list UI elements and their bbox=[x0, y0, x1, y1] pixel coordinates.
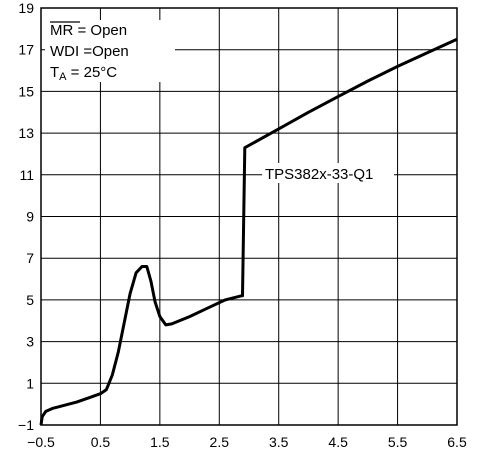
y-tick-label: 9 bbox=[26, 209, 34, 225]
y-tick-label: 15 bbox=[18, 83, 34, 99]
grid bbox=[41, 8, 457, 425]
temp-subscript: A bbox=[59, 71, 67, 83]
x-tick-label: 5.5 bbox=[388, 434, 408, 450]
condition-wdi: WDI =Open bbox=[50, 43, 129, 60]
x-tick-label: 4.5 bbox=[328, 434, 348, 450]
x-tick-label: 0.5 bbox=[91, 434, 111, 450]
y-tick-label: 1 bbox=[26, 375, 34, 391]
mr-overbar-text: MR bbox=[50, 22, 73, 39]
y-tick-label: 17 bbox=[18, 42, 34, 58]
x-tick-label: 2.5 bbox=[210, 434, 230, 450]
temp-value: = 25°C bbox=[67, 64, 118, 81]
y-tick-label: 3 bbox=[26, 334, 34, 350]
y-tick-label: 5 bbox=[26, 292, 34, 308]
series-line-tps382x-33-q1 bbox=[39, 37, 458, 426]
y-tick-label: 7 bbox=[26, 250, 34, 266]
mr-value: = Open bbox=[73, 22, 127, 39]
tick-labels: −0.5 0.5 1.5 2.5 3.5 4.5 5.5 6.5−11357911131517… bbox=[18, 0, 467, 450]
series-label: TPS382x-33-Q1 bbox=[265, 166, 373, 183]
x-tick-label: 3.5 bbox=[269, 434, 289, 450]
y-tick-label: 13 bbox=[18, 125, 34, 141]
temp-symbol: T bbox=[50, 64, 59, 81]
y-tick-label: 11 bbox=[19, 167, 34, 183]
plot-frame bbox=[40, 7, 458, 426]
x-tick-label: −0.5 bbox=[27, 434, 55, 450]
x-tick-label: 1.5 bbox=[150, 434, 170, 450]
series-label-backdrop bbox=[262, 163, 394, 183]
y-tick-label: 19 bbox=[18, 0, 34, 16]
y-tick-label: −1 bbox=[18, 417, 34, 433]
condition-mr: MR = Open bbox=[50, 22, 127, 39]
x-tick-label: 6.5 bbox=[447, 434, 467, 450]
conditions-backdrop bbox=[45, 20, 175, 82]
condition-temperature: TA = 25°C bbox=[50, 64, 117, 83]
